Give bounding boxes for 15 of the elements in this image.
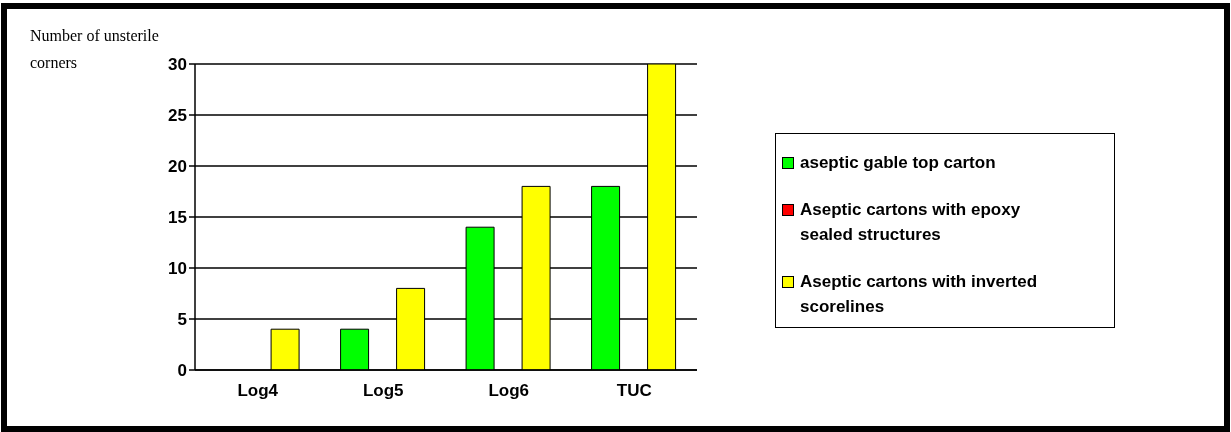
y-tick-label: 20 <box>168 157 187 177</box>
y-tick-label: 30 <box>168 55 187 75</box>
y-tick-label: 15 <box>168 208 187 228</box>
legend-label: Aseptic cartons with epoxy sealed structures <box>800 199 1022 246</box>
x-tick-label: Log5 <box>362 381 404 401</box>
y-tick-label: 5 <box>177 310 187 330</box>
y-axis-title: Number of unsterile corners <box>30 26 160 73</box>
y-tick-label: 25 <box>168 106 187 126</box>
legend-label: Aseptic cartons with inverted scorelines <box>800 271 1039 318</box>
y-tick-label: 0 <box>177 361 187 381</box>
x-tick-label: Log6 <box>488 381 530 401</box>
legend-label: aseptic gable top carton <box>800 152 997 174</box>
x-tick-label: Log4 <box>237 381 279 401</box>
y-tick-label: 10 <box>168 259 187 279</box>
x-tick-label: TUC <box>616 381 652 401</box>
